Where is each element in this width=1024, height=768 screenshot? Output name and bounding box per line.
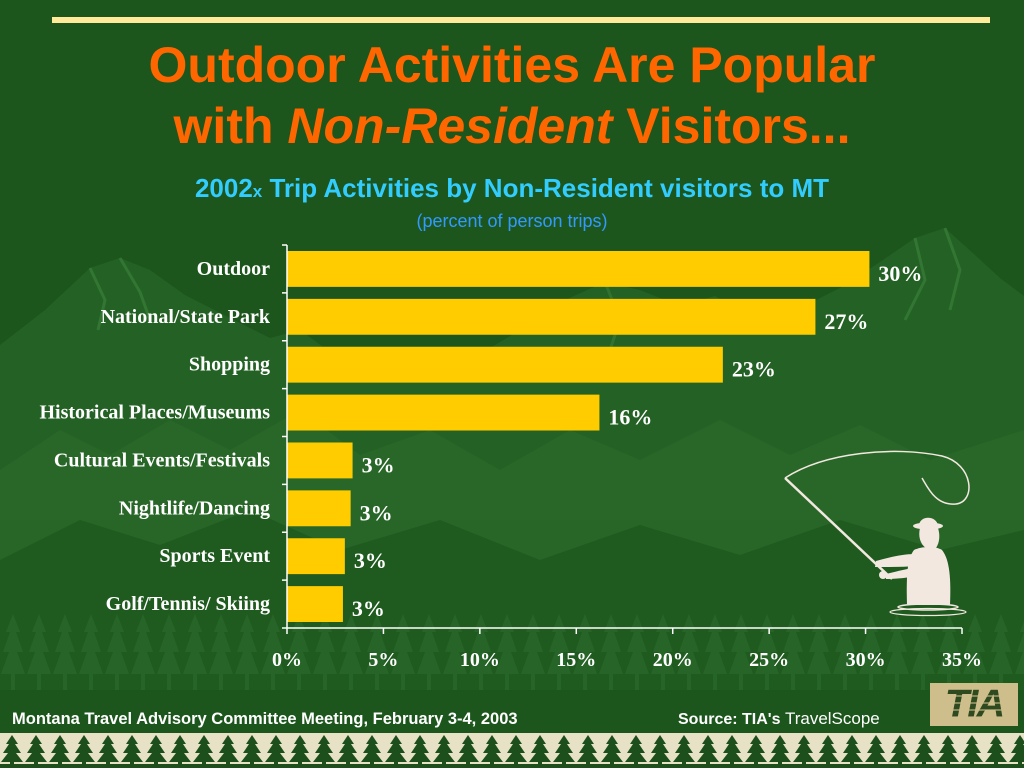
tia-logo: TIA (930, 683, 1018, 726)
category-label: Shopping (189, 354, 270, 376)
data-label: 27% (824, 309, 868, 334)
category-label: Cultural Events/Festivals (54, 449, 270, 471)
category-label: Nightlife/Dancing (119, 497, 270, 519)
category-label: Sports Event (159, 545, 270, 567)
bar-nightlife-dancing (287, 490, 351, 527)
fly-fisherman-icon (784, 450, 970, 617)
top-rule (52, 17, 990, 23)
x-tick-label: 15% (556, 649, 596, 671)
chart-title-year: 2002 (194, 173, 253, 203)
bar-shopping (287, 346, 723, 383)
category-label: Outdoor (197, 258, 270, 280)
title-line-2: with Non-Resident Visitors... (0, 96, 1024, 157)
tree-border (0, 733, 1024, 768)
title-line-1: Outdoor Activities Are Popular (148, 37, 876, 93)
tia-logo-text: TIA (944, 683, 1005, 726)
chart-title-text: Trip Activities by Non-Resident visitors… (262, 173, 830, 203)
title-line-2-prefix: with (173, 98, 288, 154)
data-label: 30% (878, 261, 922, 286)
bar-golf-tennis-skiing (287, 586, 343, 622)
x-tick-label: 20% (653, 649, 693, 671)
footer-meeting-text: Montana Travel Advisory Committee Meetin… (12, 710, 518, 728)
data-label: 16% (608, 405, 652, 430)
x-tick-label: 25% (749, 649, 789, 671)
bar-historical-places-museums (287, 394, 600, 431)
data-label: 23% (732, 357, 776, 382)
chart-title: 2002x Trip Activities by Non-Resident vi… (0, 173, 1024, 207)
bar-cultural-events-festivals (287, 442, 353, 479)
bar-national-state-park (287, 298, 816, 335)
x-tick-label: 5% (368, 649, 398, 671)
category-label: Golf/Tennis/ Skiing (106, 593, 270, 615)
category-label: National/State Park (101, 306, 271, 328)
data-label: 3% (354, 548, 387, 573)
source-credit: Source: TIA's TravelScope (678, 709, 880, 730)
title-emphasis: Non-Resident (287, 98, 613, 154)
chart-title-marker: x (252, 182, 263, 201)
bar-sports-event (287, 538, 345, 575)
title-line-2-suffix: Visitors... (612, 98, 851, 154)
source-name: TravelScope (784, 709, 880, 728)
x-tick-label: 10% (460, 649, 500, 671)
data-label: 3% (362, 452, 395, 477)
chart-note: (percent of person trips) (416, 211, 608, 231)
source-label: Source: TIA's (678, 711, 781, 728)
x-tick-label: 35% (942, 649, 982, 671)
x-tick-label: 0% (272, 649, 302, 671)
x-tick-label: 30% (846, 649, 886, 671)
data-label: 3% (352, 596, 385, 621)
slide-title: Outdoor Activities Are Popular with Non-… (0, 35, 1024, 157)
category-label: Historical Places/Museums (39, 402, 270, 424)
bar-outdoor (287, 251, 870, 287)
data-label: 3% (360, 500, 393, 525)
